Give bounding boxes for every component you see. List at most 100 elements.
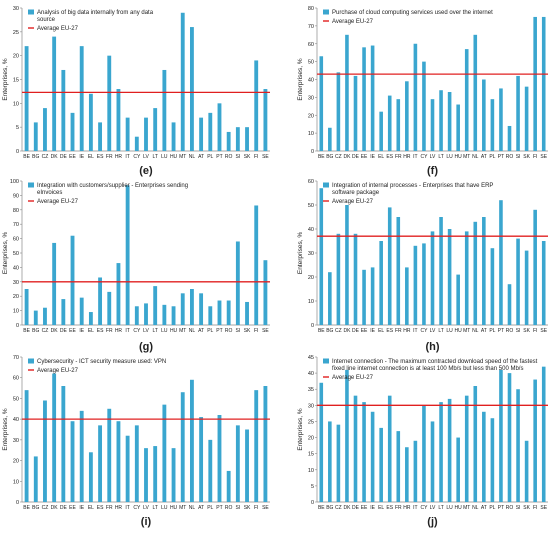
y-tick-label: 10 (13, 309, 19, 315)
bar-MT (464, 395, 469, 502)
bar-IT (413, 43, 418, 151)
y-tick-label: 50 (308, 203, 314, 209)
panel-label: (h) (425, 341, 439, 353)
bar-IT (125, 435, 130, 502)
x-tick-label: FI (533, 328, 537, 334)
legend-series-label: Internet connection - The maximum contra… (332, 359, 538, 365)
bar-AT (482, 411, 486, 502)
x-tick-label: HR (115, 328, 123, 334)
bar-DK (345, 34, 349, 151)
x-tick-label: EE (69, 154, 76, 160)
bar-CY (422, 61, 426, 151)
legend-series-swatch (28, 358, 34, 364)
bar-SK (524, 440, 529, 502)
bar-HR (405, 81, 409, 151)
x-tick-label: CZ (42, 505, 49, 511)
bar-FI (254, 205, 259, 325)
bar-MT (180, 392, 185, 502)
legend-series-swatch (323, 9, 329, 15)
bar-LU (162, 69, 167, 151)
y-tick-label: 25 (13, 30, 19, 36)
bar-LV (144, 117, 148, 151)
bar-FI (533, 16, 537, 151)
y-axis-label: Enterprises, % (2, 408, 9, 450)
x-tick-label: IT (413, 505, 417, 511)
bar-DK (52, 36, 57, 151)
bar-LV (144, 303, 148, 325)
x-tick-label: BE (23, 505, 30, 511)
x-tick-label: HR (403, 505, 411, 511)
x-tick-label: EL (88, 154, 94, 160)
x-tick-label: HR (403, 328, 411, 334)
x-tick-label: FI (254, 154, 258, 160)
x-tick-label: PL (489, 154, 495, 160)
bar-LV (430, 421, 435, 502)
x-tick-label: CY (420, 154, 428, 160)
x-tick-label: DE (352, 154, 360, 160)
bar-IT (413, 440, 418, 502)
bar-MT (180, 293, 185, 325)
bar-LU (447, 398, 452, 502)
bar-AT (482, 79, 486, 151)
x-tick-label: HR (115, 154, 123, 160)
bar-EL (379, 111, 383, 151)
bar-ES (387, 95, 392, 151)
y-tick-label: 5 (311, 484, 314, 490)
bar-DE (353, 233, 358, 325)
x-tick-label: EL (378, 505, 384, 511)
bar-IE (79, 297, 84, 325)
bar-AT (482, 217, 486, 325)
x-tick-label: CY (133, 505, 141, 511)
x-tick-label: PL (489, 328, 495, 334)
bar-FI (254, 390, 259, 502)
x-tick-label: HU (455, 505, 463, 511)
bar-CY (422, 243, 426, 325)
bar-CY (422, 405, 426, 502)
bar-DE (61, 299, 66, 325)
x-tick-label: SE (540, 328, 547, 334)
x-tick-label: FR (395, 154, 402, 160)
x-tick-label: LT (438, 154, 443, 160)
x-tick-label: EE (69, 328, 76, 334)
y-tick-label: 50 (13, 251, 19, 257)
bar-PT (499, 369, 503, 502)
bar-MT (180, 12, 185, 152)
bar-FI (533, 209, 537, 325)
x-tick-label: SE (262, 505, 269, 511)
x-tick-label: LU (446, 328, 453, 334)
bar-CY (134, 306, 139, 325)
x-tick-label: RO (225, 328, 233, 334)
bar-CY (134, 425, 139, 502)
x-tick-label: BG (32, 505, 39, 511)
bar-NL (189, 289, 194, 325)
x-tick-label: HR (403, 154, 411, 160)
bar-PL (208, 112, 213, 151)
bar-BG (328, 127, 332, 151)
y-tick-label: 20 (13, 294, 19, 300)
x-tick-label: FR (106, 154, 113, 160)
x-tick-label: ES (97, 505, 104, 511)
y-tick-label: 40 (308, 227, 314, 233)
x-tick-label: DK (51, 328, 59, 334)
bar-LU (162, 404, 167, 502)
x-tick-label: CY (420, 505, 428, 511)
x-tick-label: EE (361, 154, 368, 160)
chart-panel-e: Enterprises, % 0 5 10 15 20 25 30 BE BG CZ DK DE EE IE… (2, 6, 270, 177)
y-tick-label: 0 (16, 323, 19, 329)
x-tick-label: BG (32, 328, 39, 334)
x-tick-label: NL (189, 154, 196, 160)
bar-HR (116, 89, 121, 151)
x-tick-label: IE (79, 154, 84, 160)
x-tick-label: CY (133, 154, 141, 160)
y-tick-label: 20 (308, 436, 314, 442)
panel-label: (g) (139, 341, 153, 353)
y-tick-label: 20 (13, 54, 19, 60)
bar-BG (33, 456, 38, 502)
x-tick-label: FR (106, 505, 113, 511)
bar-ES (387, 395, 392, 502)
x-tick-label: MT (179, 154, 186, 160)
x-tick-label: BE (318, 328, 325, 334)
bar-DE (353, 75, 358, 151)
